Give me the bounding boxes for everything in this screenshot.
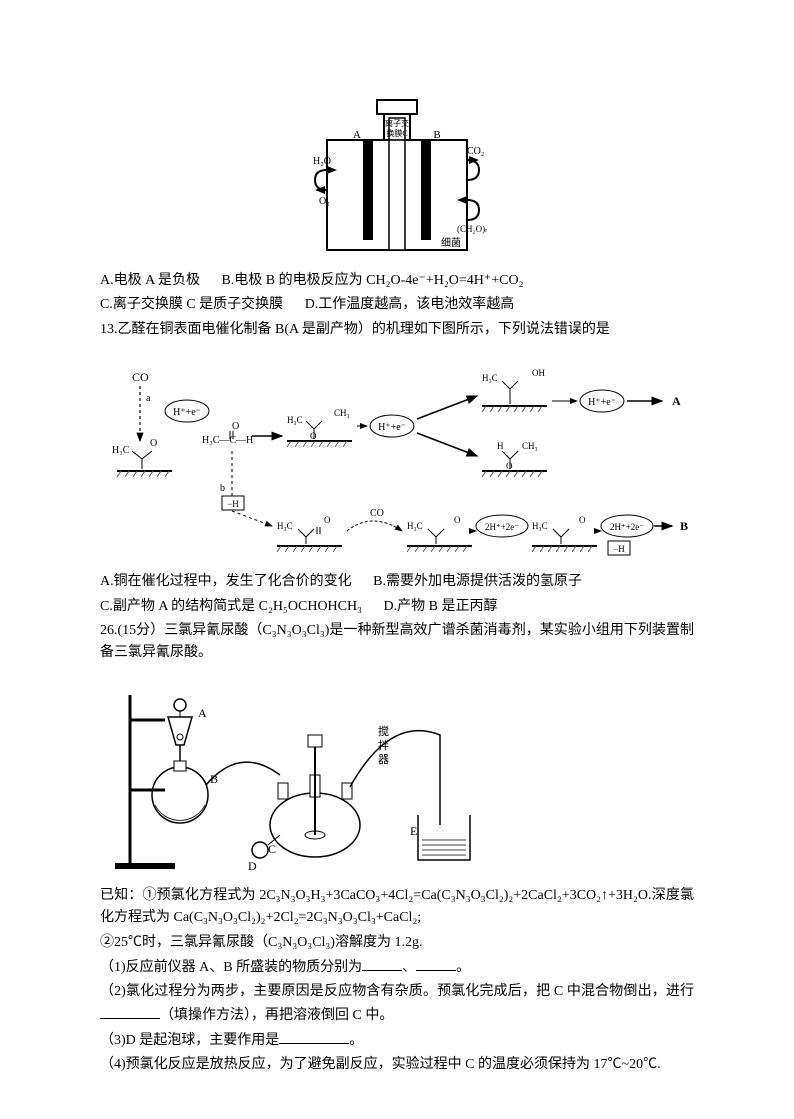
- svg-text:a: a: [146, 393, 151, 404]
- q26-known2: ②25℃时，三氯异氰尿酸（C₃N₃O₃Cl₃)溶解度为 1.2g.: [100, 932, 694, 954]
- q13-opt-d: D.产物 B 是正丙醇: [384, 599, 498, 614]
- svg-text:H⁺+e⁻: H⁺+e⁻: [173, 407, 201, 418]
- q13-stem: 13.乙醛在铜表面电催化制备 B(A 是副产物）的机理如下图所示，下列说法错误的…: [100, 319, 694, 341]
- svg-text:H₃C: H₃C: [277, 521, 293, 531]
- fuel-cell-figure: 离子交 换膜C A B H₂O O₂ CO₂ (CH₂O)ₙ 细菌: [100, 90, 694, 260]
- q13-opt-b: B.需要外加电源提供活泼的氢原子: [373, 574, 582, 589]
- q26-p1: （1)反应前仪器 A、B 所盛装的物质分别为 、 。: [100, 956, 694, 979]
- q13-opt-c: C.副产物 A 的结构简式是 C₂H₅OCHOHCH₃: [100, 599, 362, 614]
- q26-p2a: （2)氯化过程分为两步，主要原因是反应物含有杂质。预氯化完成后，把 C 中混合物…: [100, 984, 694, 999]
- svg-text:2H⁺+2e⁻: 2H⁺+2e⁻: [610, 522, 644, 532]
- svg-text:H₃C: H₃C: [287, 415, 303, 425]
- svg-text:CO: CO: [132, 370, 149, 384]
- svg-text:搅: 搅: [378, 724, 389, 738]
- q13-options-row2: C.副产物 A 的结构简式是 C₂H₅OCHOHCH₃ D.产物 B 是正丙醇: [100, 596, 694, 618]
- svg-text:O: O: [150, 438, 157, 449]
- svg-text:B: B: [433, 129, 440, 141]
- svg-text:拌: 拌: [378, 738, 389, 752]
- fuelcell-opt-c: C.离子交换膜 C 是质子交换膜: [100, 297, 283, 312]
- blank: [362, 956, 402, 971]
- svg-text:O: O: [506, 461, 513, 471]
- fuelcell-opt-b: B.电极 B 的电极反应为 CH₂O-4e⁻+H₂O=4H⁺+CO₂: [221, 273, 523, 288]
- svg-text:H₃C—C—H: H₃C—C—H: [202, 435, 253, 446]
- svg-text:H₃C: H₃C: [482, 373, 498, 383]
- svg-text:D: D: [248, 859, 257, 873]
- blank: [100, 1004, 160, 1019]
- svg-text:H₃C: H₃C: [407, 521, 423, 531]
- q26-p1a: （1)反应前仪器 A、B 所盛装的物质分别为: [100, 960, 362, 975]
- svg-text:OH: OH: [532, 368, 545, 378]
- svg-text:O: O: [232, 421, 239, 432]
- q26-p2b: （填操作方法），再把溶液倒回 C 中。: [160, 1008, 393, 1023]
- svg-text:H⁺+e⁻: H⁺+e⁻: [588, 397, 616, 408]
- svg-text:A: A: [198, 706, 207, 720]
- svg-text:H⁺+e⁻: H⁺+e⁻: [378, 422, 406, 433]
- svg-text:CH₃: CH₃: [334, 408, 350, 418]
- svg-text:H₃C: H₃C: [112, 445, 130, 456]
- svg-text:换膜C: 换膜C: [386, 128, 407, 138]
- svg-text:O₂: O₂: [319, 196, 330, 207]
- q26-p4: （4)预氯化反应是放热反应，为了避免副反应，实验过程中 C 的温度必须保持为 1…: [100, 1054, 694, 1076]
- svg-text:−H: −H: [613, 544, 625, 554]
- svg-text:H: H: [497, 441, 504, 451]
- svg-text:B: B: [680, 519, 688, 533]
- fuelcell-opt-a: A.电极 A 是负极: [100, 273, 200, 288]
- q26-p3: （3)D 是起泡球，主要作用是 。: [100, 1029, 694, 1052]
- svg-text:细菌: 细菌: [441, 236, 461, 249]
- svg-text:b: b: [220, 483, 225, 494]
- blank: [416, 956, 456, 971]
- q26-stem: 26.(15分）三氯异氰尿酸（C₃N₃O₃Cl₃)是一种新型高效广谱杀菌消毒剂，…: [100, 620, 694, 665]
- blank: [279, 1029, 349, 1044]
- fuelcell-options-row2: C.离子交换膜 C 是质子交换膜 D.工作温度越高，该电池效率越高: [100, 294, 694, 316]
- svg-text:H₃C: H₃C: [532, 521, 548, 531]
- q13-mechanism-figure: CO a H₃C O H⁺+e⁻ H₃C—C—H O H₃C CH₃ O H⁺+…: [100, 351, 694, 561]
- q13-options-row1: A.铜在催化过程中，发生了化合价的变化 B.需要外加电源提供活泼的氢原子: [100, 571, 694, 593]
- q26-known1: 已知：①预氯化方程式为 2C₃N₃O₃H₃+3CaCO₃+4Cl₂=Ca(C₃N…: [100, 885, 694, 930]
- svg-text:O: O: [310, 431, 317, 441]
- svg-text:(CH₂O)ₙ: (CH₂O)ₙ: [457, 224, 487, 234]
- q26-p1b: 、: [402, 960, 416, 975]
- q26-p3a: （3)D 是起泡球，主要作用是: [100, 1033, 279, 1048]
- svg-text:A: A: [353, 129, 361, 141]
- svg-text:CO₂: CO₂: [467, 146, 484, 157]
- svg-text:O: O: [454, 515, 461, 525]
- svg-text:H₂O: H₂O: [313, 156, 331, 167]
- svg-text:O: O: [579, 515, 586, 525]
- fuelcell-opt-d: D.工作温度越高，该电池效率越高: [305, 297, 515, 312]
- q26-p3b: 。: [349, 1033, 363, 1048]
- svg-text:CH₃: CH₃: [522, 441, 538, 451]
- svg-text:E: E: [410, 824, 417, 838]
- svg-text:2H⁺+2e⁻: 2H⁺+2e⁻: [485, 522, 519, 532]
- svg-text:A: A: [672, 394, 681, 408]
- svg-text:离子交: 离子交: [385, 118, 409, 128]
- svg-text:O: O: [324, 515, 331, 525]
- q26-apparatus-figure: A B C D 搅 拌 器 E: [100, 675, 694, 875]
- q26-p2: （2)氯化过程分为两步，主要原因是反应物含有杂质。预氯化完成后，把 C 中混合物…: [100, 981, 694, 1027]
- q13-opt-a: A.铜在催化过程中，发生了化合价的变化: [100, 574, 352, 589]
- svg-text:−H: −H: [227, 499, 239, 509]
- fuelcell-options-row1: A.电极 A 是负极 B.电极 B 的电极反应为 CH₂O-4e⁻+H₂O=4H…: [100, 270, 694, 292]
- q26-p1c: 。: [456, 960, 470, 975]
- svg-text:器: 器: [378, 753, 389, 766]
- svg-text:CO: CO: [370, 508, 384, 519]
